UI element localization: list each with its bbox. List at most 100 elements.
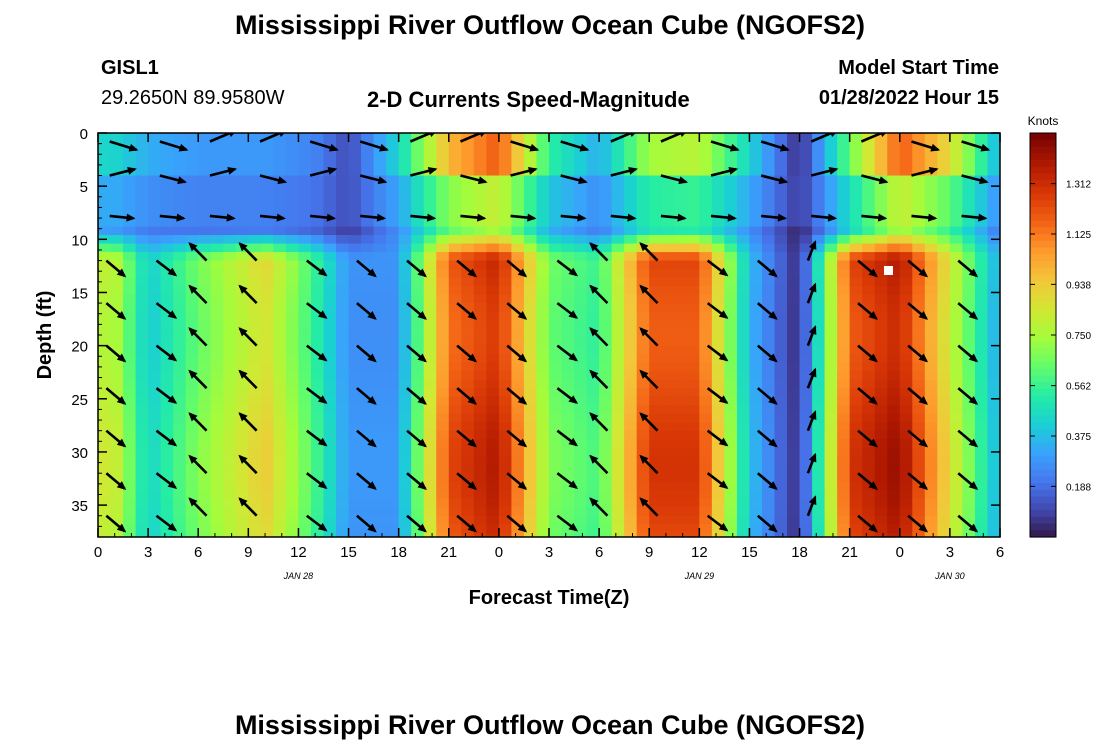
vector-arrow (356, 387, 377, 405)
colorbar-step (1030, 489, 1056, 498)
vector-arrow (857, 472, 878, 490)
vector-arrow (756, 387, 778, 405)
station-id: GISL1 (101, 57, 159, 79)
colorbar-step (1030, 429, 1056, 437)
vector-arrow (756, 302, 778, 320)
colorbar-step (1030, 388, 1056, 397)
vector-arrow (188, 284, 208, 305)
colorbar-step (1030, 133, 1056, 141)
vector-arrow (306, 302, 328, 319)
x-tick-label: 6 (595, 544, 603, 561)
vector-arrow (506, 387, 528, 405)
vector-arrow (356, 302, 377, 320)
vector-arrow (456, 472, 478, 490)
colorbar-step (1030, 159, 1056, 168)
x-tick-label: 12 (691, 544, 708, 561)
vector-arrow (556, 429, 579, 447)
vector-arrow (756, 514, 778, 533)
vector-arrow (105, 387, 127, 405)
x-tick-label: 9 (244, 544, 252, 561)
vector-arrow (406, 387, 427, 405)
vector-arrow (589, 327, 609, 347)
vector-arrow (556, 472, 579, 489)
colorbar-step (1030, 267, 1056, 275)
vector-arrow (356, 259, 377, 278)
vector-arrow (806, 325, 817, 347)
vector-arrow (706, 302, 729, 319)
vector-arrow (188, 412, 208, 432)
vector-arrow (306, 387, 328, 404)
colorbar-step (1030, 476, 1056, 484)
colorbar-step (1030, 146, 1056, 154)
vector-arrow (209, 133, 235, 143)
x-tick-label: 6 (996, 544, 1004, 561)
model-start-value: 01/28/2022 Hour 15 (818, 87, 999, 109)
vector-arrow (589, 454, 609, 475)
colorbar-step (1030, 139, 1056, 148)
vector-arrow (159, 213, 186, 222)
vector-arrow (639, 454, 659, 475)
vector-arrow (806, 367, 817, 389)
vector-arrow (556, 344, 579, 362)
vector-arrow (706, 344, 729, 362)
colorbar-step (1030, 361, 1056, 370)
x-tick-label: 15 (741, 544, 758, 561)
y-tick-label: 0 (80, 126, 88, 143)
colorbar-step (1030, 402, 1056, 410)
colorbar-step (1030, 220, 1056, 228)
colorbar-step (1030, 456, 1056, 464)
vector-arrow (155, 302, 178, 319)
colorbar-step (1030, 287, 1056, 296)
vector-arrow (857, 387, 878, 405)
vector-arrow (556, 259, 579, 277)
vector-arrow (456, 429, 478, 448)
colorbar-step (1030, 213, 1056, 222)
station-coords: 29.2650N 89.9580W (101, 87, 285, 109)
colorbar-step (1030, 200, 1056, 208)
vector-arrow (188, 242, 208, 262)
vector-arrow (556, 302, 579, 319)
vector-arrow (706, 429, 729, 447)
colorbar-step (1030, 523, 1056, 531)
vector-arrow (188, 327, 208, 347)
x-tick-label: 6 (194, 544, 202, 561)
vector-arrow (556, 514, 579, 532)
y-tick-label: 35 (71, 498, 88, 515)
colorbar-step (1030, 449, 1056, 457)
vector-arrow (589, 412, 609, 432)
vector-arrow (756, 472, 778, 490)
vector-arrow (259, 213, 286, 222)
vector-arrow (857, 302, 878, 320)
vector-arrow (907, 259, 929, 278)
vector-arrow (155, 514, 178, 532)
vector-arrow (907, 472, 929, 490)
colorbar-step (1030, 254, 1056, 262)
y-tick-label: 20 (71, 339, 88, 356)
vector-arrow (556, 387, 579, 404)
vector-arrow (506, 514, 528, 533)
chart-subtitle: 2-D Currents Speed-Magnitude (367, 87, 690, 112)
date-label: JAN 28 (283, 571, 314, 581)
vector-arrow (105, 344, 127, 363)
vector-arrow (860, 133, 887, 143)
vector-arrow (760, 174, 789, 185)
colorbar-step (1030, 483, 1056, 491)
vector-arrow (410, 166, 438, 177)
colorbar-step (1030, 368, 1056, 376)
colorbar-step (1030, 395, 1056, 403)
colorbar-step (1030, 294, 1056, 302)
vector-arrow (811, 213, 838, 222)
vector-arrow (238, 284, 258, 305)
colorbar-step (1030, 153, 1056, 161)
footer-title: Mississippi River Outflow Ocean Cube (NG… (234, 710, 866, 740)
vector-arrow (406, 259, 427, 278)
vector-arrow (406, 429, 427, 448)
speed-depth-chart: 0 3 6 9 12 15 18 21 0 3 6 9 12 15 18 21 0 3 6 0 5 10 15 20 25 30 3… (34, 114, 1091, 609)
vector-arrow (957, 514, 979, 533)
vector-arrow (105, 259, 127, 278)
vector-arrow (660, 133, 686, 143)
vector-arrow (259, 174, 288, 185)
vector-arrow (589, 284, 609, 305)
colorbar-step (1030, 516, 1056, 525)
vector-arrow (105, 514, 127, 533)
